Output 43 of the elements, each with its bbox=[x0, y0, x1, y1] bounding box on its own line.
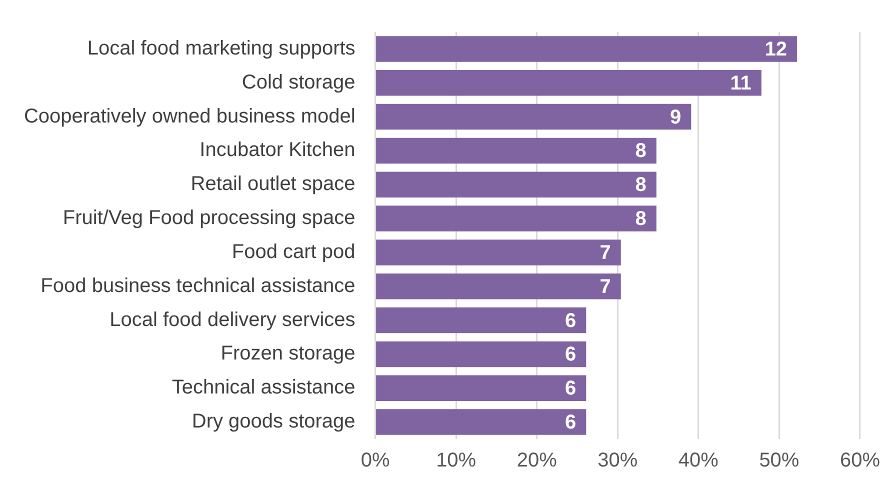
y-tick-label: Cold storage bbox=[242, 71, 356, 94]
x-tick-label: 50% bbox=[759, 450, 800, 472]
x-tick-label: 10% bbox=[436, 450, 476, 472]
annotation: 9 bbox=[670, 106, 682, 128]
y-tick-label: Cooperatively owned business model bbox=[24, 105, 356, 128]
annotation: 6 bbox=[565, 344, 576, 366]
annotation: 8 bbox=[635, 174, 646, 196]
bar bbox=[376, 172, 656, 198]
x-tick-label: 60% bbox=[840, 450, 880, 472]
annotation: 7 bbox=[600, 242, 611, 264]
x-tick-label: 30% bbox=[598, 450, 638, 472]
annotation: 7 bbox=[600, 276, 611, 298]
y-tick-label: Frozen storage bbox=[220, 342, 356, 365]
x-tick-label: 40% bbox=[678, 450, 719, 472]
x-tick-label: 0% bbox=[360, 450, 390, 472]
bar bbox=[376, 273, 621, 300]
bar bbox=[376, 375, 586, 402]
y-tick-label: Food cart pod bbox=[232, 240, 356, 263]
bar bbox=[376, 104, 692, 130]
annotation: 8 bbox=[635, 208, 646, 230]
annotation: 6 bbox=[565, 412, 576, 434]
x-tick-label: 20% bbox=[516, 450, 558, 472]
bar bbox=[376, 341, 586, 368]
annotation: 6 bbox=[565, 378, 576, 400]
y-tick-label: Local food delivery services bbox=[110, 308, 356, 331]
bar bbox=[376, 240, 621, 266]
annotation: 6 bbox=[565, 310, 576, 332]
annotation: 8 bbox=[635, 140, 646, 162]
y-tick-label: Incubator Kitchen bbox=[200, 139, 356, 162]
y-tick-label: Food business technical assistance bbox=[40, 274, 356, 297]
y-tick-label: Local food marketing supports bbox=[87, 37, 356, 60]
annotation: 12 bbox=[764, 38, 787, 60]
bar bbox=[376, 206, 656, 232]
bar bbox=[376, 307, 586, 334]
bar bbox=[376, 138, 656, 164]
y-tick-label: Technical assistance bbox=[172, 376, 356, 399]
y-tick-label: Retail outlet space bbox=[190, 173, 356, 196]
bar bbox=[376, 36, 797, 62]
bar bbox=[376, 70, 762, 96]
annotation: 11 bbox=[730, 72, 752, 94]
bar bbox=[376, 409, 586, 435]
y-tick-label: Fruit/Veg Food processing space bbox=[62, 207, 356, 230]
y-tick-label: Dry goods storage bbox=[192, 410, 356, 433]
